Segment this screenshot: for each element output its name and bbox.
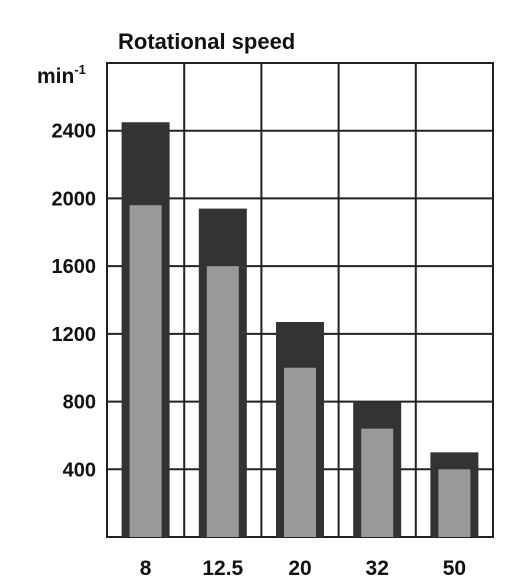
y-tick-labels: 400 800 1200 1600 2000 2400 — [52, 121, 97, 482]
y-tick-label: 800 — [63, 392, 96, 414]
y-tick-label: 400 — [63, 459, 96, 481]
y-tick-label: 2000 — [52, 188, 97, 210]
bar-inner-32 — [361, 428, 394, 537]
bar-inner-20 — [284, 367, 316, 537]
bars — [121, 122, 479, 538]
y-unit-exponent: -1 — [74, 62, 86, 77]
chart-title: Rotational speed — [118, 29, 295, 54]
x-tick-label: 20 — [288, 557, 311, 580]
bar-inner-12.5 — [206, 266, 239, 537]
y-unit-text: min — [37, 65, 74, 88]
x-tick-label: 50 — [443, 557, 466, 580]
y-tick-label: 1600 — [52, 256, 97, 278]
y-tick-label: 2400 — [52, 121, 97, 143]
y-unit-label: min-1 — [37, 62, 86, 88]
x-tick-labels: 8 12.5 20 32 50 — [140, 557, 466, 580]
x-tick-label: 12.5 — [202, 557, 243, 580]
y-tick-label: 1200 — [52, 324, 97, 346]
bar-inner-50 — [438, 469, 471, 537]
bar-inner-8 — [129, 205, 162, 537]
x-tick-label: 32 — [366, 557, 389, 580]
x-tick-label: 8 — [140, 557, 152, 580]
